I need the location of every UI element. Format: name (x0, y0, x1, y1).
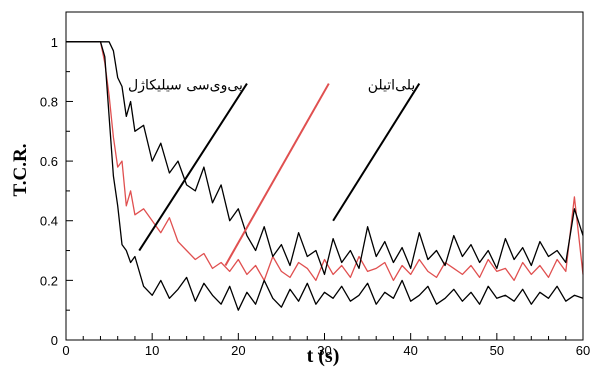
series-layer (66, 41, 584, 311)
annotation-label-1: پی‌وی‌سی سیلیکاژل (128, 78, 243, 94)
x-tick-label: 0 (62, 343, 69, 358)
x-tick-label: 10 (145, 343, 159, 358)
x-axis-label: t (s) (307, 345, 340, 367)
y-tick-label: 0 (51, 333, 58, 348)
annotation-line-2 (224, 83, 330, 266)
x-tick-label: 20 (231, 343, 245, 358)
y-tick-label: 0.4 (40, 214, 58, 229)
series-line-2 (66, 41, 584, 282)
x-tick-label: 50 (490, 343, 504, 358)
axes-layer: 0 10 20 30 40 50 60 0 0.2 0.4 0.6 0.8 1 (40, 11, 590, 358)
y-tick-label: 0.2 (40, 273, 58, 288)
annotation-line-3 (332, 83, 421, 222)
x-tick-label: 30 (317, 343, 331, 358)
x-tick-label: 60 (576, 343, 590, 358)
annotation-label-3: پلی‌اتیلن (368, 78, 416, 94)
annotation-line-1 (138, 83, 248, 252)
series-line-3 (66, 41, 584, 276)
series-line-1 (66, 41, 584, 311)
y-tick-label: 1 (51, 35, 58, 50)
annotation-layer: پی‌وی‌سی سیلیکاژل پلی‌اتیلن (128, 78, 421, 266)
x-tick-label: 40 (403, 343, 417, 358)
y-tick-label: 0.6 (40, 154, 58, 169)
y-tick-label: 0.8 (40, 94, 58, 109)
plot-frame (65, 11, 584, 341)
y-axis-label: T.C.R. (10, 144, 31, 197)
